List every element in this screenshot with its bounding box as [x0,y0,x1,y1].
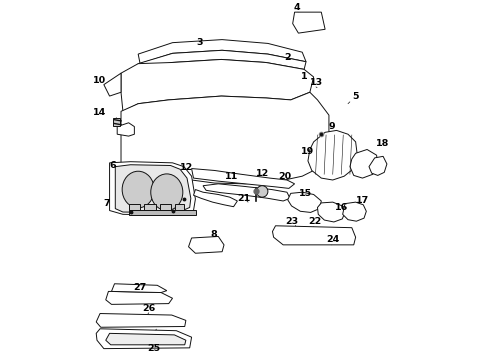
Polygon shape [96,329,192,348]
Bar [129,204,141,210]
Polygon shape [318,202,345,222]
Text: 4: 4 [294,3,300,12]
Text: 16: 16 [335,203,348,212]
Ellipse shape [256,186,268,197]
Text: 8: 8 [210,230,217,239]
Polygon shape [138,40,306,64]
Polygon shape [308,130,358,180]
Polygon shape [121,59,314,111]
Polygon shape [104,73,121,96]
Text: 20: 20 [278,172,292,181]
Polygon shape [272,226,356,245]
Text: 12: 12 [180,163,194,172]
Text: 9: 9 [329,122,335,131]
Polygon shape [194,189,237,207]
Polygon shape [106,333,186,345]
Ellipse shape [151,174,183,211]
Polygon shape [350,149,378,178]
Text: 12: 12 [256,168,269,177]
Text: 26: 26 [142,305,155,314]
Text: 22: 22 [308,217,321,226]
Polygon shape [203,184,290,201]
Text: 5: 5 [352,92,359,101]
Text: 21: 21 [238,194,251,203]
Polygon shape [110,162,196,215]
Text: 27: 27 [133,283,147,292]
Text: 10: 10 [93,76,106,85]
Text: 1: 1 [301,72,307,81]
Bar [129,210,196,215]
Text: 23: 23 [285,217,298,226]
Text: 14: 14 [93,108,106,117]
Text: 15: 15 [299,189,312,198]
Polygon shape [117,123,134,136]
Text: 17: 17 [356,197,369,206]
Text: 18: 18 [376,139,390,148]
Polygon shape [137,50,306,72]
Text: 25: 25 [147,344,161,353]
Polygon shape [369,156,387,175]
Text: 11: 11 [225,172,238,181]
Polygon shape [121,92,329,184]
Polygon shape [189,237,224,253]
Polygon shape [343,202,367,221]
Polygon shape [115,165,191,212]
Polygon shape [293,12,325,33]
Ellipse shape [122,171,154,208]
Polygon shape [288,192,321,212]
Text: 3: 3 [196,38,203,47]
Bar [144,204,156,210]
Polygon shape [106,291,172,304]
Bar [160,204,171,210]
Polygon shape [111,284,167,293]
Polygon shape [192,168,294,188]
Bar [113,118,120,126]
Text: 13: 13 [310,78,323,87]
Text: 24: 24 [326,235,340,244]
Text: 19: 19 [301,147,315,156]
Text: 7: 7 [103,199,110,208]
Text: 2: 2 [284,53,291,62]
Text: 6: 6 [109,161,116,170]
Bar [175,204,184,210]
Polygon shape [96,314,186,327]
